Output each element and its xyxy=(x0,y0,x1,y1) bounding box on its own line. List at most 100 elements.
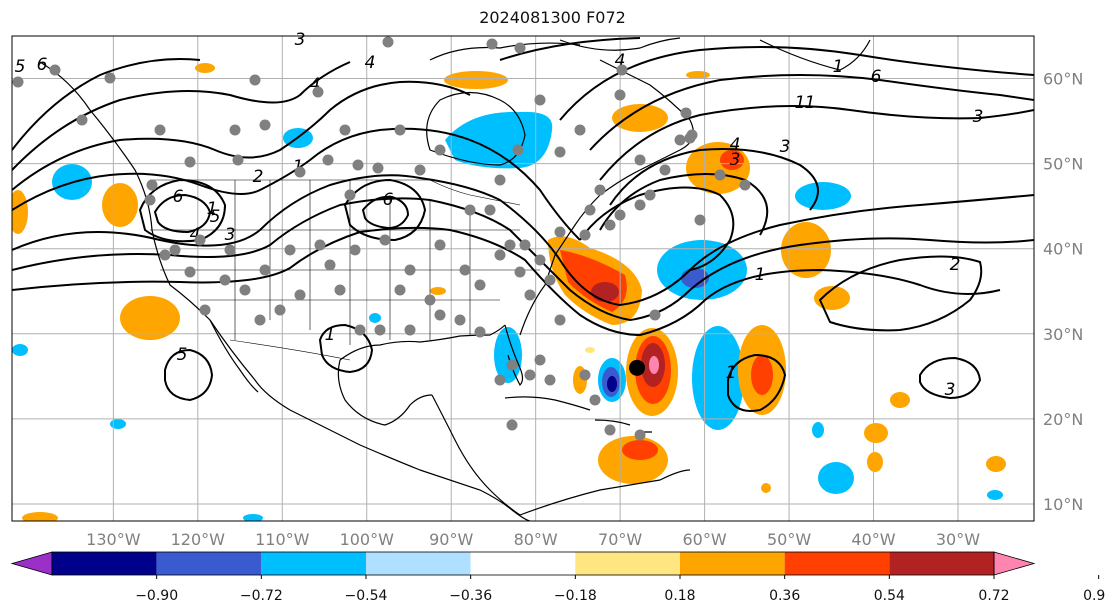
colorbar-tick-label: −0.36 xyxy=(449,588,492,604)
station-dot xyxy=(424,294,436,306)
colorbar-tick-label: −0.72 xyxy=(240,588,283,604)
station-dot xyxy=(49,64,61,76)
lon-tick-label: 90°W xyxy=(429,530,473,549)
station-dot xyxy=(594,184,606,196)
shade-positive xyxy=(867,452,883,472)
shade-negative xyxy=(445,111,553,169)
shade-positive xyxy=(864,423,888,443)
station-dot xyxy=(314,239,326,251)
contour-label: 1 xyxy=(207,199,218,219)
station-dot xyxy=(224,244,236,256)
station-dot xyxy=(494,174,506,186)
colorbar-over-arrow xyxy=(993,551,1036,576)
shade-strong-positive xyxy=(622,440,658,460)
colorbar-tick-label: 0.18 xyxy=(664,588,695,604)
lon-tick-label: 80°W xyxy=(514,530,558,549)
station-dot xyxy=(254,314,266,326)
station-dot xyxy=(146,179,158,191)
shade-positive xyxy=(890,392,910,408)
station-dot xyxy=(324,259,336,271)
colorbar: −0.90 −0.72 −0.54 −0.36 −0.18 0.18 0.36 0.54 0.7… xyxy=(10,551,1105,604)
contour-label: 6 xyxy=(37,55,48,75)
station-dot xyxy=(434,144,446,156)
station-dot xyxy=(344,189,356,201)
lon-tick-label: 30°W xyxy=(936,530,980,549)
station-dot xyxy=(554,226,566,238)
station-dot xyxy=(219,274,231,286)
station-dot xyxy=(232,154,244,166)
station-dot xyxy=(352,159,364,171)
station-dot xyxy=(614,89,626,101)
station-dot xyxy=(506,359,518,371)
station-dot xyxy=(259,119,271,131)
shade-negative xyxy=(987,490,1003,500)
station-dot xyxy=(76,114,88,126)
station-dot xyxy=(574,124,586,136)
colorbar-bin xyxy=(575,552,680,575)
station-dot xyxy=(474,326,486,338)
observation-dots xyxy=(12,36,751,441)
station-dot xyxy=(259,264,271,276)
station-dot xyxy=(394,124,406,136)
station-dot xyxy=(12,76,24,88)
lon-tick-label: 40°W xyxy=(851,530,895,549)
shade-negative xyxy=(369,313,381,323)
station-dot xyxy=(144,194,156,206)
storm-center-marker xyxy=(629,359,646,376)
lon-tick-label: 130°W xyxy=(86,530,141,549)
contour-label: 4 xyxy=(730,135,741,155)
shade-weak-positive xyxy=(585,347,595,353)
contour-label: 6 xyxy=(383,190,394,210)
contour-label: 3 xyxy=(295,30,306,50)
station-dot xyxy=(686,129,698,141)
shade-positive xyxy=(102,183,138,227)
contour-label: 5 xyxy=(177,345,188,365)
contour-label: 2 xyxy=(253,167,264,187)
station-dot xyxy=(579,229,591,241)
colorbar-bin xyxy=(470,552,576,575)
station-dot xyxy=(634,429,646,441)
shade-very-strong-negative xyxy=(607,376,617,392)
station-dot xyxy=(514,266,526,278)
colorbar-tick-label: 0.90 xyxy=(1083,588,1105,604)
station-dot xyxy=(414,164,426,176)
station-dot xyxy=(274,304,286,316)
lon-tick-label: 120°W xyxy=(171,530,226,549)
colorbar-frame xyxy=(51,551,995,576)
station-dot xyxy=(680,107,692,119)
shade-extreme-positive xyxy=(649,356,659,374)
station-dot xyxy=(649,309,661,321)
colorbar-bin xyxy=(52,552,157,575)
station-dot xyxy=(534,254,546,266)
contour-label: 5 xyxy=(210,207,221,227)
lon-tick-label: 70°W xyxy=(598,530,642,549)
shade-negative xyxy=(243,514,263,521)
contour-lines xyxy=(12,37,1034,412)
contour-label: 6 xyxy=(871,67,882,87)
contour-label: 6 xyxy=(173,187,184,207)
station-dot xyxy=(322,154,334,166)
station-dot xyxy=(249,74,261,86)
lat-tick-label: 50°N xyxy=(1043,155,1083,174)
colorbar-under-arrow xyxy=(10,551,53,576)
contour-label: 1 xyxy=(795,93,806,113)
station-dot xyxy=(284,244,296,256)
station-dot xyxy=(616,64,628,76)
shade-strong-positive xyxy=(720,150,744,170)
colorbar-bin xyxy=(156,552,262,575)
colorbar-tick-label: 0.72 xyxy=(978,588,1009,604)
lon-tick-label: 100°W xyxy=(340,530,395,549)
station-dot xyxy=(544,274,556,286)
lon-tick-label: 50°W xyxy=(767,530,811,549)
lat-tick-label: 60°N xyxy=(1043,70,1083,89)
station-dot xyxy=(239,284,251,296)
colorbar-bin xyxy=(784,552,890,575)
colorbar-tick-label: −0.18 xyxy=(554,588,597,604)
station-dot xyxy=(659,164,671,176)
shade-positive xyxy=(120,296,180,340)
contour-label: 1 xyxy=(755,265,766,285)
station-dot xyxy=(474,279,486,291)
shade-negative xyxy=(12,344,28,356)
station-dot xyxy=(229,124,241,136)
